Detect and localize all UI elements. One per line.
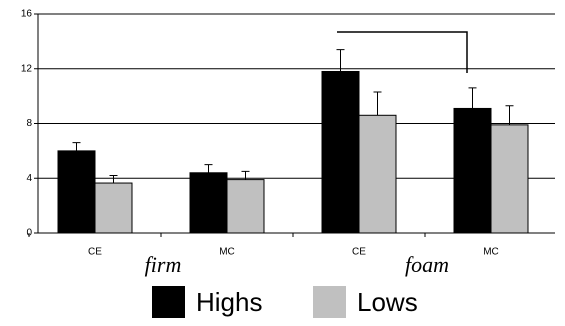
error-bar (72, 142, 81, 151)
y-tick-label: 16 (21, 9, 33, 20)
error-bar (241, 170, 250, 180)
error-bar (336, 49, 345, 72)
bar (226, 179, 265, 234)
y-tick-label: 12 (21, 63, 33, 74)
bar (453, 107, 492, 234)
legend-label: Highs (196, 287, 262, 317)
legend-swatch (152, 286, 185, 318)
x-tick-label: MC (219, 247, 235, 258)
legend-label: Lows (357, 287, 418, 317)
bar (94, 182, 133, 234)
error-bar (373, 91, 382, 116)
y-tick-label: 8 (26, 118, 32, 129)
x-tick-label: MC (483, 247, 499, 258)
x-tick-label: CE (352, 247, 366, 258)
bar (321, 70, 360, 234)
bar (189, 172, 228, 234)
error-bar (109, 175, 118, 184)
x-tick-label: CE (88, 247, 102, 258)
group-label: foam (405, 252, 449, 277)
comparison-bracket (337, 31, 468, 73)
error-bar (468, 87, 477, 109)
bar (358, 114, 397, 234)
legend-swatch (313, 286, 346, 318)
bar (490, 124, 529, 234)
bar (57, 150, 96, 234)
error-bar (204, 164, 213, 173)
y-tick-label: 4 (26, 173, 32, 184)
error-bar (505, 105, 514, 125)
group-label: firm (145, 252, 182, 277)
